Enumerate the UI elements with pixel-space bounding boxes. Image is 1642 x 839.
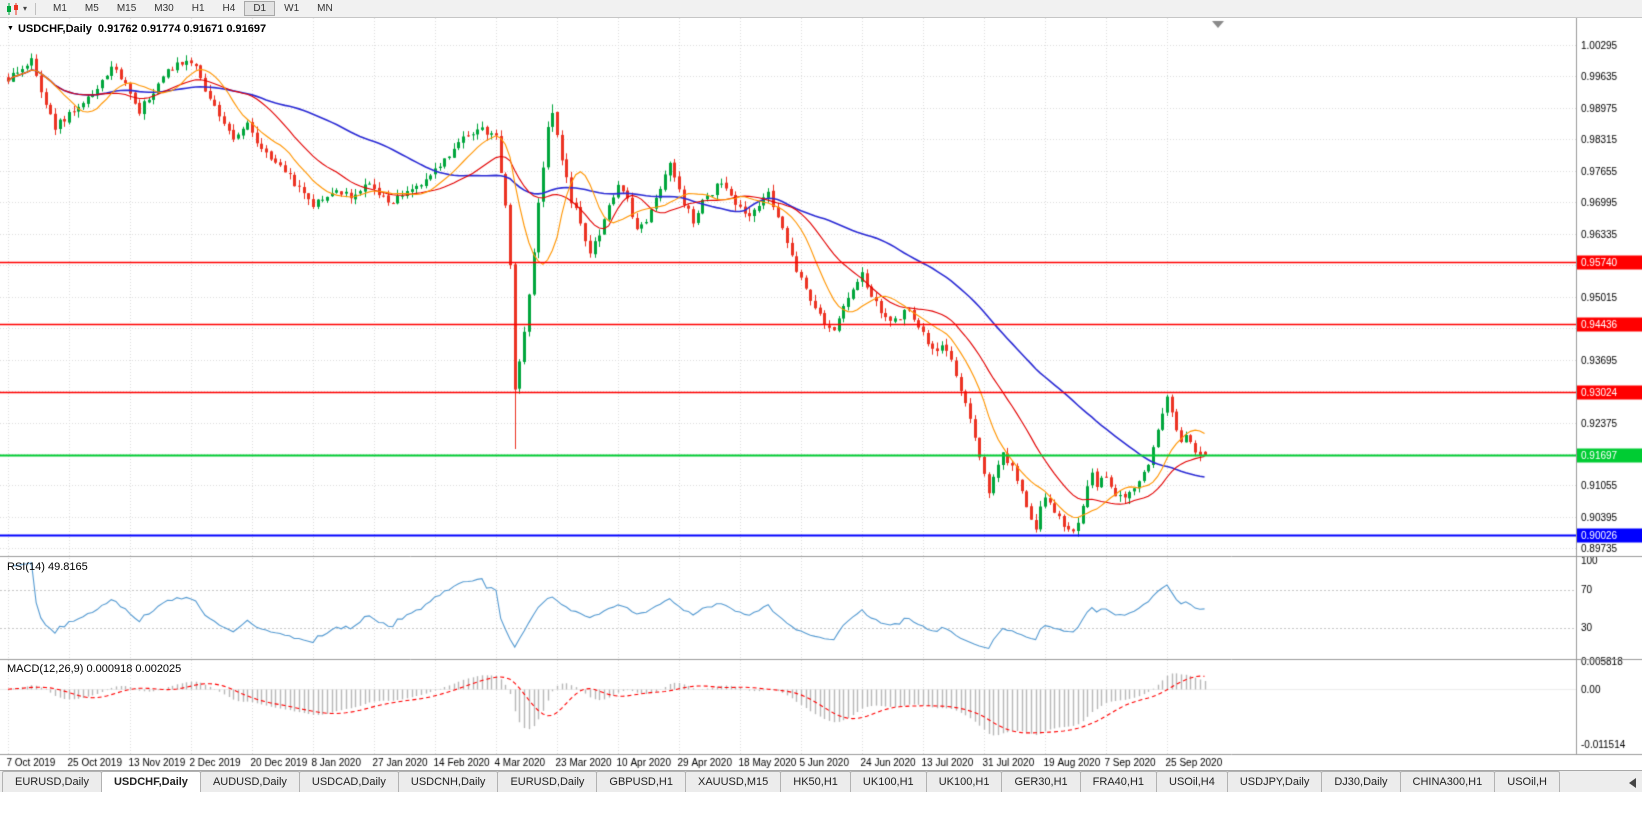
chart-tab-china300-h1[interactable]: CHINA300,H1	[1399, 771, 1496, 792]
chart-tab-usdcnh-daily[interactable]: USDCNH,Daily	[397, 771, 499, 792]
chart-tab-uk100-h1[interactable]: UK100,H1	[925, 771, 1003, 792]
timeframe-button-m15[interactable]: M15	[116, 3, 137, 14]
trading-terminal-window: ▾ M1 M5 M15 M30 H1 H4 D1 W1 MN ▼ USDCHF,Daily 0.91…	[0, 0, 1642, 792]
macd-indicator-label: MACD(12,26,9) 0.000918 0.002025	[7, 663, 182, 675]
chart-area: ▼ USDCHF,Daily 0.91762 0.91774 0.91671 0.9…	[0, 18, 1642, 770]
chart-tabs-bar: EURUSD,Daily USDCHF,Daily AUDUSD,Daily USDC…	[0, 770, 1642, 792]
chart-tab-gbpusd-h1[interactable]: GBPUSD,H1	[596, 771, 686, 792]
candlestick-chart-icon[interactable]	[4, 2, 22, 16]
chevron-down-icon[interactable]: ▾	[23, 4, 28, 13]
chart-tab-hk50-h1[interactable]: HK50,H1	[780, 771, 851, 792]
timeframe-button-m5[interactable]: M5	[84, 3, 99, 14]
rsi-indicator-label: RSI(14) 49.8165	[7, 561, 88, 573]
collapse-triangle-icon[interactable]: ▼	[7, 25, 14, 32]
chart-tab-xauusd-m15[interactable]: XAUUSD,M15	[684, 771, 782, 792]
timeframe-button-d1[interactable]: D1	[244, 1, 276, 16]
chart-tab-fra40-h1[interactable]: FRA40,H1	[1079, 771, 1158, 792]
timeframe-button-h1[interactable]: H1	[191, 3, 205, 14]
chart-tab-usoil-h[interactable]: USOil,H	[1494, 771, 1560, 792]
chart-title: ▼ USDCHF,Daily 0.91762 0.91774 0.91671 0.9…	[7, 23, 266, 35]
timeframe-buttons-group: M1 M5 M15 M30 H1 H4 D1 W1 MN	[44, 1, 342, 16]
timeframe-button-h4[interactable]: H4	[222, 3, 236, 14]
chart-tab-dj30-daily[interactable]: DJ30,Daily	[1321, 771, 1401, 792]
chart-tab-usdcad-daily[interactable]: USDCAD,Daily	[298, 771, 399, 792]
chart-tabs: EURUSD,Daily USDCHF,Daily AUDUSD,Daily USDC…	[0, 771, 1560, 792]
price-chart-canvas[interactable]	[0, 18, 1642, 770]
toolbar-separator	[35, 2, 37, 15]
left-arrow-icon	[1628, 778, 1636, 788]
chart-symbol-label: USDCHF,Daily	[17, 23, 92, 35]
chart-tab-eurusd-daily[interactable]: EURUSD,Daily	[2, 771, 102, 792]
chart-ohlc-values: 0.91762 0.91774 0.91671 0.91697	[97, 23, 267, 35]
tabs-scroll-left-button[interactable]	[1625, 776, 1639, 790]
timeframe-button-m30[interactable]: M30	[154, 3, 174, 14]
chart-tab-usdchf-daily[interactable]: USDCHF,Daily	[100, 771, 201, 792]
chart-tab-eurusd-daily[interactable]: EURUSD,Daily	[497, 771, 598, 792]
timeframe-button-mn[interactable]: MN	[317, 3, 333, 14]
chart-tab-usdjpy-daily[interactable]: USDJPY,Daily	[1226, 771, 1323, 792]
timeframe-button-m1[interactable]: M1	[53, 3, 67, 14]
chart-tab-audusd-daily[interactable]: AUDUSD,Daily	[199, 771, 300, 792]
chart-tab-ger30-h1[interactable]: GER30,H1	[1001, 771, 1081, 792]
chart-tab-usoil-h4[interactable]: USOil,H4	[1156, 771, 1228, 792]
timeframe-toolbar: ▾ M1 M5 M15 M30 H1 H4 D1 W1 MN	[0, 0, 1642, 18]
chart-tab-uk100-h1[interactable]: UK100,H1	[849, 771, 927, 792]
timeframe-button-w1[interactable]: W1	[284, 3, 300, 14]
